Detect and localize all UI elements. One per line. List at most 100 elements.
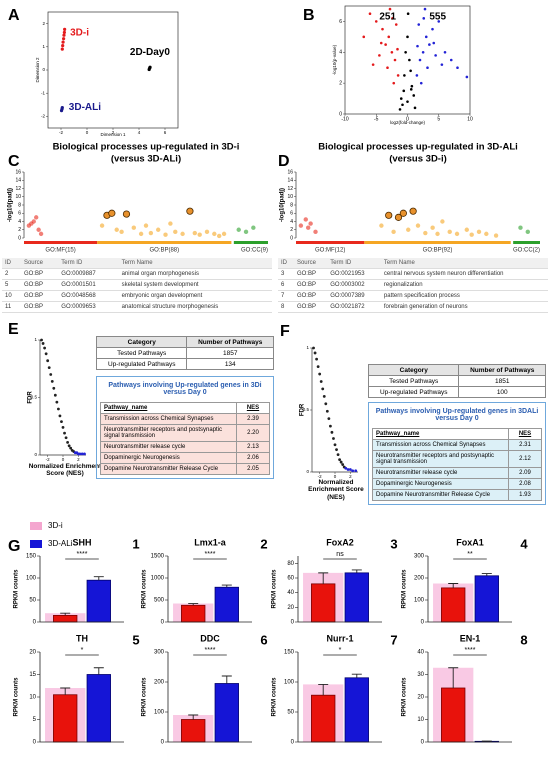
row: Neurotransmitter release cycle 2.13 [100, 441, 270, 453]
panel-number: 1 [132, 536, 139, 551]
point [61, 426, 65, 429]
point [401, 103, 404, 107]
pathway-box: Pathways involving Up-regulated genes in… [96, 376, 274, 479]
point [346, 468, 350, 471]
cell: embryonic organ development [118, 290, 272, 302]
point [312, 346, 315, 350]
y-tick-label: 0 [291, 620, 295, 626]
point [428, 43, 431, 46]
legend-swatch [30, 540, 42, 548]
point [69, 446, 73, 450]
point [351, 469, 355, 473]
point [399, 209, 407, 217]
y-tick-label: 0 [34, 452, 37, 457]
row: Up-regulated Pathways 100 [367, 386, 546, 398]
point [36, 227, 41, 232]
point [325, 409, 329, 413]
y-tick-label: 1000 [151, 576, 165, 582]
point [423, 7, 427, 11]
point [212, 231, 217, 237]
point [430, 225, 435, 230]
panel-number: 4 [520, 536, 528, 551]
point [53, 393, 57, 397]
y-tick-label: 100 [154, 710, 165, 716]
point [434, 54, 437, 57]
y-tick-label: 0 [421, 620, 425, 626]
y-tick-label: 4 [290, 219, 293, 225]
x-tick-label: 2 [77, 457, 80, 462]
point [379, 41, 383, 45]
point [46, 359, 50, 363]
point [138, 231, 144, 237]
error-bar [481, 573, 492, 576]
point [399, 97, 403, 100]
point [426, 66, 429, 70]
point [454, 231, 460, 237]
panel-label: A [8, 7, 20, 24]
error-bar [188, 603, 199, 606]
y-tick-label: 6 [339, 19, 342, 25]
summary-table: Category Number of Pathways Tested Pathway… [367, 364, 546, 398]
header-row: ID Source Term ID Term Name [2, 258, 272, 269]
point [330, 430, 334, 434]
panel-label: C [8, 153, 20, 170]
x-tick-label: 0 [86, 130, 89, 135]
error-bar [221, 675, 232, 684]
row: 6 GO:BP GO:0003002 regionalization [278, 279, 548, 291]
x-tick-label: 0 [406, 116, 409, 122]
y-axis-label: RPKM counts [402, 677, 408, 717]
cell: 2.08 [508, 478, 542, 490]
point [43, 346, 46, 350]
header-row: ID Source Term ID Term Name [278, 258, 548, 269]
point [415, 74, 419, 77]
cell: anatomical structure morphogenesis [118, 301, 272, 313]
y-tick-label: 0 [291, 740, 295, 746]
y-tick-label: 0 [290, 235, 293, 241]
y-tick-label: 200 [154, 680, 165, 686]
cell: Dopaminergic Neurogenesis [100, 452, 237, 464]
point [378, 54, 381, 57]
error-bar [351, 673, 362, 678]
cell: 1857 [186, 347, 274, 359]
pathway-title: Pathways involving Up-regulated genes in… [108, 382, 262, 396]
point [518, 225, 523, 230]
y-tick-label: 0 [42, 67, 45, 72]
point [339, 460, 343, 464]
go-table-wrap: ID Source Term ID Term Name 3 GO:BP GO:0021953… [278, 258, 548, 313]
point [379, 223, 384, 228]
point [354, 469, 358, 473]
cell: GO:BP [20, 268, 59, 280]
x-tick-label: -2 [59, 130, 63, 135]
y-tick-label: 100 [284, 680, 295, 686]
cell: 11 [2, 301, 21, 313]
cell: pattern specification process [380, 290, 548, 302]
point [204, 229, 210, 235]
point [55, 400, 59, 404]
point [251, 225, 256, 230]
point [390, 50, 394, 54]
cell: Neurotransmitter receptors and postsynap… [372, 450, 509, 468]
y-tick-label: 30 [417, 672, 424, 678]
y-tick-label: 16 [15, 169, 21, 175]
point [371, 63, 375, 66]
point [41, 342, 45, 345]
go-table: ID Source Term ID Term Name 3 GO:BP GO:0021953… [278, 258, 548, 313]
point [406, 12, 410, 16]
point [163, 232, 168, 237]
segment-label: GO:MF(12) [315, 248, 345, 254]
bar [53, 615, 78, 623]
y-tick-label: 4 [339, 50, 342, 56]
y-tick-label: 1 [34, 337, 37, 342]
point [341, 463, 345, 466]
panel-number: 2 [260, 536, 267, 551]
cell: regionalization [380, 279, 548, 291]
row: Transmission across Chemical Synapses 2.3… [100, 413, 270, 425]
segment-bar [513, 241, 540, 244]
point [61, 40, 65, 44]
point [476, 229, 482, 235]
cell: Dopamine Neurotransmitter Release Cycle [372, 489, 509, 501]
y-tick-label: 20 [287, 605, 294, 611]
point [412, 94, 416, 97]
summary-wrap: Category Number of Pathways Tested Pathway… [95, 336, 274, 370]
